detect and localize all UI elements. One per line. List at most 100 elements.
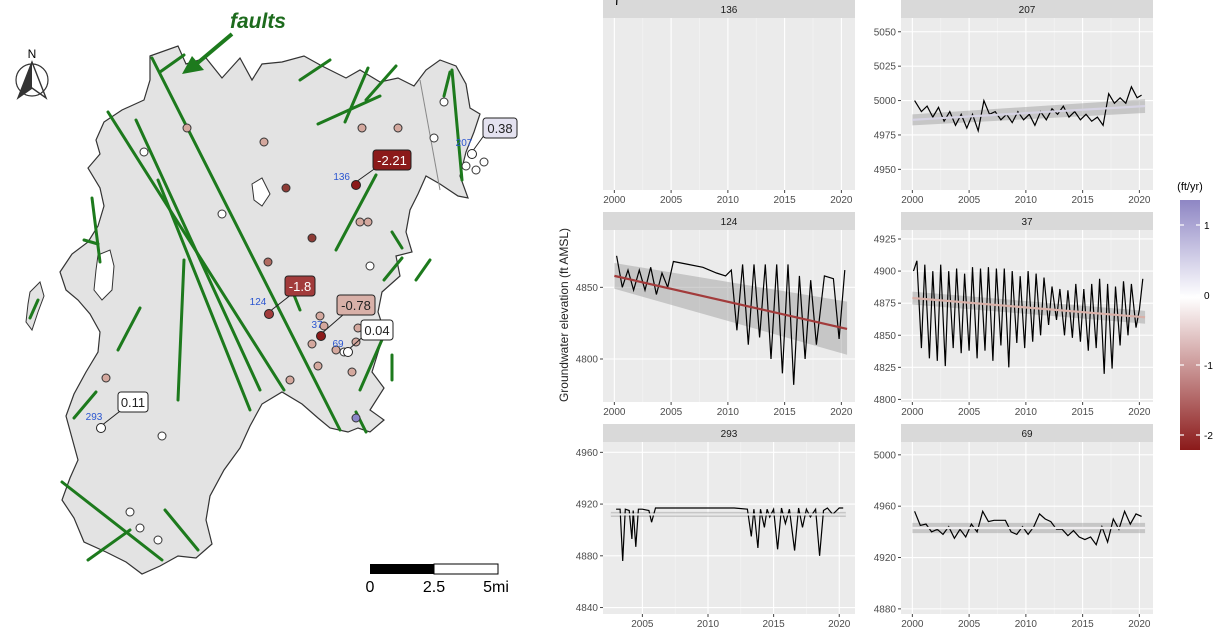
y-tick-label: 4975 [874,130,897,141]
y-tick-label: 4800 [874,395,897,406]
trend-label-box [482,117,518,139]
y-tick-label: 4850 [874,331,897,342]
trend-label-box [360,319,394,341]
panel-title: 124 [721,217,738,228]
x-tick-label: 2020 [1128,195,1151,206]
trend-line [912,296,1146,319]
x-tick-label: 2010 [1015,195,1038,206]
panel-strip [603,0,855,18]
x-tick-label: 2010 [717,407,740,418]
well-id-label: 37 [311,320,323,331]
x-tick-label: 2005 [958,407,981,418]
panel-207: 207 2000 2005 2010 2015 2020 5050 5025 5000 4975 4… [874,0,1153,206]
x-tick-label: 2000 [901,195,924,206]
well-207[interactable]: 207 0.38 [456,117,518,159]
y-tick-label: 4850 [576,283,599,294]
trend-line [614,274,848,330]
trend-label: 0.04 [364,323,389,338]
faults-arrow [182,32,234,74]
panel-293: 293 2005 2010 2015 2020 4960 4920 4880 4840 [576,424,855,629]
x-tick-label: 2015 [773,407,796,418]
trend-label: -0.78 [341,298,371,313]
x-tick-label: 2010 [1015,407,1038,418]
panel-title: 37 [1021,217,1033,228]
x-tick-label: 2020 [828,619,851,629]
trend-label: 0.11 [121,395,145,410]
x-tick-label: 2000 [901,407,924,418]
panel-strip [603,212,855,230]
panel-37: 37 2000 2005 2010 2015 2020 4925 4900 4875 4850 48… [874,212,1153,418]
y-tick-label: 4920 [576,500,599,511]
y-tick-label: 4925 [874,234,897,245]
y-tick-label: 4880 [576,551,599,562]
scale-tick-5mi: 5mi [483,579,509,596]
x-tick-label: 2020 [1128,407,1151,418]
y-tick-label: 5025 [874,62,897,73]
x-tick-label: 2005 [660,407,683,418]
legend-tick-1: 1 [1204,221,1210,232]
y-tick-label: 4960 [874,502,897,513]
legend-title: (ft/yr) [1177,181,1203,193]
x-tick-label: 2005 [958,619,981,629]
x-tick-label: 2005 [958,195,981,206]
observed-series-line [914,85,1142,134]
panel-title: 69 [1021,429,1033,440]
y-tick-label: 4875 [874,299,897,310]
panel-title: 207 [1019,5,1036,16]
trend-label: -1.8 [289,279,311,294]
observed-series-line [914,509,1142,547]
trend-label-box [336,294,376,316]
faults-label: faults [230,10,286,33]
y-tick-label: 4950 [874,165,897,176]
panel-69: 69 2000 2005 2010 2015 2020 5000 4960 4920 4880 [874,424,1153,629]
fault-lines [28,53,464,562]
trend-label: 0.38 [487,121,512,136]
legend-tick-0: 0 [1204,291,1210,302]
well-points [101,97,489,545]
color-legend: (ft/yr) 1 0 -1 -2 [1177,181,1213,450]
subbasin-line [419,79,441,191]
well-124[interactable]: 124 -1.8 [250,275,316,319]
y-tick-label: 4960 [576,448,599,459]
trend-label: -2.21 [377,153,407,168]
well-293[interactable]: 293 0.11 [86,391,149,433]
panel-strip [901,0,1153,18]
y-tick-label: 4840 [576,603,599,614]
well-69[interactable]: 69 0.04 [332,319,394,357]
observed-series-line [912,260,1144,374]
y-tick-label: 5000 [874,96,897,107]
x-tick-label: 2000 [603,195,626,206]
panel-background [603,442,855,614]
well-id-label: 293 [86,412,103,423]
well-136[interactable]: 136 -2.21 [333,149,412,190]
trend-line [912,104,1146,121]
panel-strip [901,424,1153,442]
legend-tick-neg1: -1 [1204,361,1213,372]
x-tick-label: 2005 [631,619,654,629]
x-tick-label: 2010 [717,195,740,206]
y-tick-label: 5000 [874,450,897,461]
legend-tick-neg2: -2 [1204,431,1213,442]
well-37[interactable]: 37 -0.78 [311,294,376,341]
scale-tick-0: 0 [366,579,375,596]
panel-title: 136 [721,5,738,16]
x-tick-label: 2020 [830,195,853,206]
x-tick-label: 2000 [901,619,924,629]
x-tick-label: 2015 [763,619,786,629]
lake [251,177,271,207]
y-tick-label: 4825 [874,363,897,374]
basin-map: faults N [15,10,518,596]
y-tick-label: 4800 [576,355,599,366]
panel-background [603,18,855,190]
y-tick-label: 5050 [874,27,897,38]
panel-strip [603,424,855,442]
x-tick-label: 2020 [830,407,853,418]
well-id-label: 136 [333,172,350,183]
panel-124: 124 2000 2005 2010 2015 2020 4850 4800 [576,212,855,418]
panel-136: 136 2000 2005 2010 2015 2020 [603,0,855,206]
x-tick-label: 2005 [660,195,683,206]
observed-series-line [616,255,846,385]
y-tick-label: 4920 [874,553,897,564]
well-id-label: 124 [250,297,267,308]
